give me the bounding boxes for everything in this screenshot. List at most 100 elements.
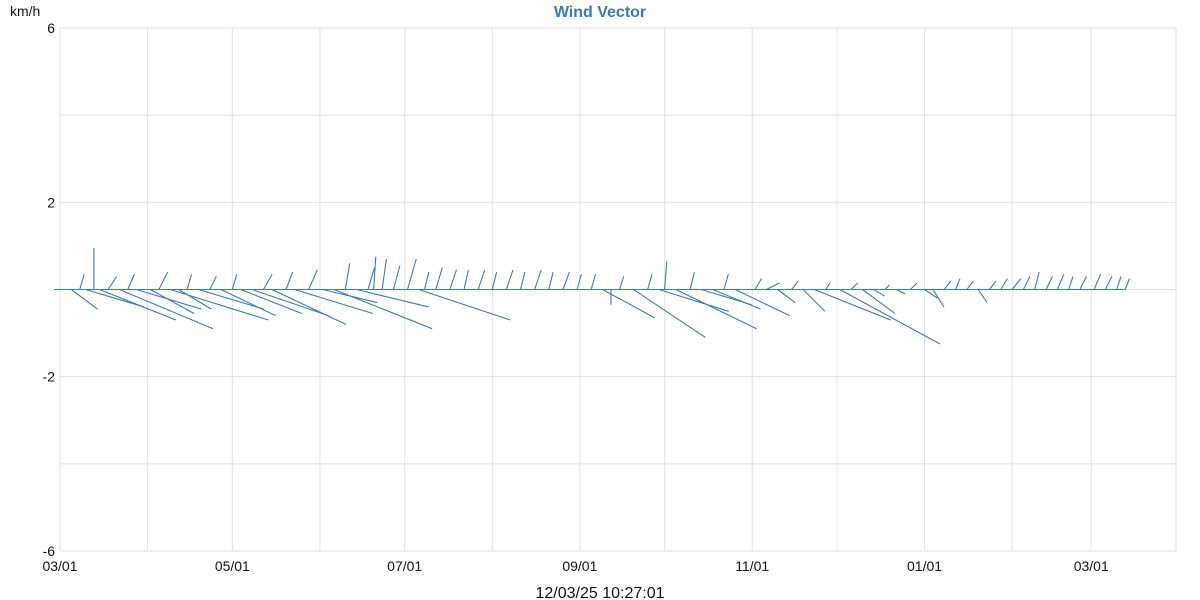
wind-vector [1034,271,1040,290]
y-tick-label: 6 [47,20,55,36]
wind-vector [1056,274,1065,290]
wind-vector [1022,276,1031,290]
wind-vectors [54,248,1131,345]
wind-vector [356,288,429,308]
wind-vector [198,288,264,310]
wind-vector [477,269,486,290]
wind-vector [333,288,433,330]
wind-vector [392,265,401,290]
x-axis-ticks: 03/01 05/01 07/01 09/01 11/01 01/01 03/01 [42,558,1108,574]
x-tick-label: 07/01 [387,558,422,574]
wind-vector [373,256,377,290]
wind-vector [367,267,376,290]
y-tick-label: -6 [43,543,56,559]
x-tick-label: 05/01 [215,558,250,574]
wind-vector [664,261,668,290]
wind-vector [910,282,918,290]
wind-vector [884,284,890,290]
y-tick-label: 2 [47,194,55,210]
wind-vector [647,274,653,290]
wind-vector [754,278,763,290]
wind-vector [777,289,796,304]
wind-vector [178,289,212,310]
wind-vector [150,289,195,314]
wind-vector [675,289,757,330]
wind-vector [285,271,294,290]
wind-vector [1079,276,1087,290]
wind-vector [209,276,217,290]
wind-vector [406,258,417,290]
wind-vector [825,282,831,290]
wind-vector [873,289,885,297]
wind-vector [955,278,961,290]
wind-vector [99,288,177,321]
wind-vector [576,274,582,290]
wind-vector [423,271,430,290]
wind-vector [231,274,238,290]
x-tick-label: 03/01 [1074,558,1109,574]
wind-vector [689,271,695,290]
wind-vector [839,289,941,345]
wind-vector [70,289,98,310]
wind-vector [435,267,443,290]
wind-vector [1000,278,1008,290]
y-tick-label: -2 [43,369,56,385]
wind-vector [491,271,498,290]
wind-vector [1068,276,1074,290]
wind-vector [924,289,938,299]
wind-vector [186,274,193,290]
wind-vector [802,289,826,312]
wind-vector [932,289,945,308]
x-tick-label: 09/01 [562,558,597,574]
wind-vector [590,274,597,290]
wind-vector [1124,278,1131,290]
wind-vector [294,288,374,314]
wind-vector [633,289,706,338]
wind-vector [127,274,135,290]
wind-vector [966,280,974,290]
wind-vector [602,289,656,319]
wind-vector [791,280,799,290]
wind-vector [251,288,329,317]
wind-vector [1093,274,1102,290]
x-tick-label: 01/01 [907,558,942,574]
wind-vector [1104,276,1113,290]
wind-vector [943,280,952,290]
wind-vector [1116,276,1122,290]
wind-vector [618,276,625,290]
wind-vector [344,263,351,290]
wind-vector [158,271,169,290]
wind-vector [562,271,570,290]
wind-vector [449,269,457,290]
wind-vector [862,289,896,314]
wind-vector [262,273,273,290]
wind-vector [463,269,469,290]
y-axis-unit: km/h [10,3,40,19]
wind-vector [977,289,988,303]
wind-vector [723,274,729,290]
wind-vector [271,289,347,325]
wind-vector [505,269,514,290]
wind-vector [548,271,554,290]
wind-vector [766,282,780,290]
wind-vector [1045,276,1054,290]
wind-vector [308,269,318,290]
wind-vector [814,288,891,321]
wind-vector [107,276,118,290]
wind-vector [735,289,790,317]
x-tick-label: 03/01 [42,558,77,574]
wind-vector [220,289,276,317]
chart-title: Wind Vector [554,4,646,21]
wind-vector [381,258,387,290]
wind-vector [989,280,997,290]
timestamp: 12/03/25 10:27:01 [535,585,664,600]
wind-vector [1011,278,1022,290]
wind-vector [534,269,542,290]
wind-vector [519,271,526,290]
wind-vector [850,282,859,290]
wind-vector [418,288,511,321]
wind-vector [240,288,303,314]
x-tick-label: 11/01 [735,558,769,574]
wind-vector [79,274,85,290]
